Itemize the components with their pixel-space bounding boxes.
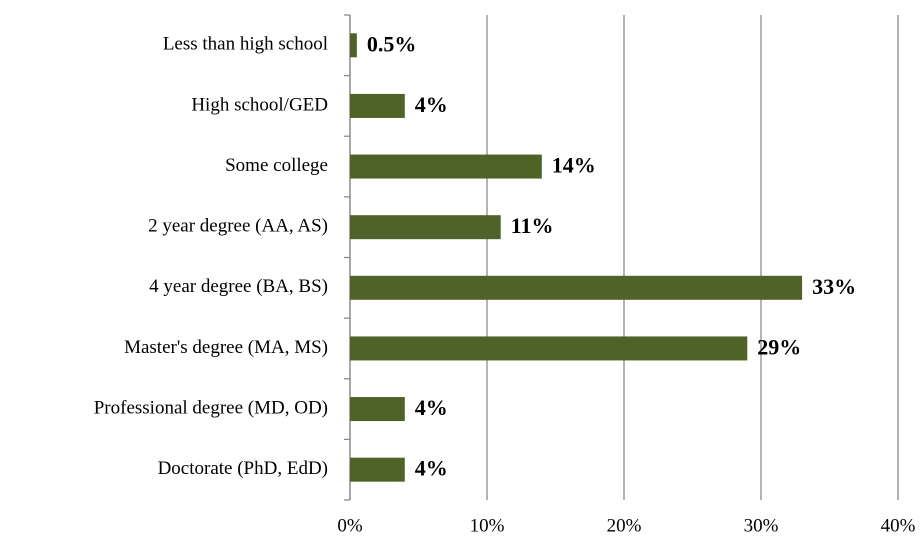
y-tick-label: High school/GED <box>191 94 328 115</box>
y-tick-label: Doctorate (PhD, EdD) <box>158 458 328 479</box>
bar <box>350 457 405 482</box>
x-tick-label: 0% <box>337 515 363 536</box>
y-tick-label: Some college <box>225 155 328 176</box>
bar <box>350 336 748 361</box>
bar <box>350 93 405 118</box>
x-tick-label: 40% <box>881 515 916 536</box>
data-label: 0.5% <box>367 31 417 56</box>
data-label: 14% <box>552 153 596 178</box>
y-tick-label: Professional degree (MD, OD) <box>94 397 328 418</box>
y-tick-label: 4 year degree (BA, BS) <box>149 276 328 297</box>
bar <box>350 33 357 58</box>
y-tick-label: Master's degree (MA, MS) <box>124 337 328 358</box>
data-label: 4% <box>415 395 448 420</box>
x-tick-label: 10% <box>470 515 505 536</box>
bar <box>350 275 803 300</box>
data-label: 11% <box>511 213 554 238</box>
x-tick-label: 20% <box>607 515 642 536</box>
bar <box>350 215 501 240</box>
y-tick-label: Less than high school <box>163 34 328 55</box>
data-label: 4% <box>415 92 448 117</box>
bar <box>350 154 542 179</box>
bar <box>350 397 405 422</box>
data-label: 4% <box>415 456 448 481</box>
y-tick-label: 2 year degree (AA, AS) <box>148 216 328 237</box>
data-label: 29% <box>757 334 801 359</box>
x-tick-label: 30% <box>744 515 779 536</box>
data-label: 33% <box>812 274 856 299</box>
